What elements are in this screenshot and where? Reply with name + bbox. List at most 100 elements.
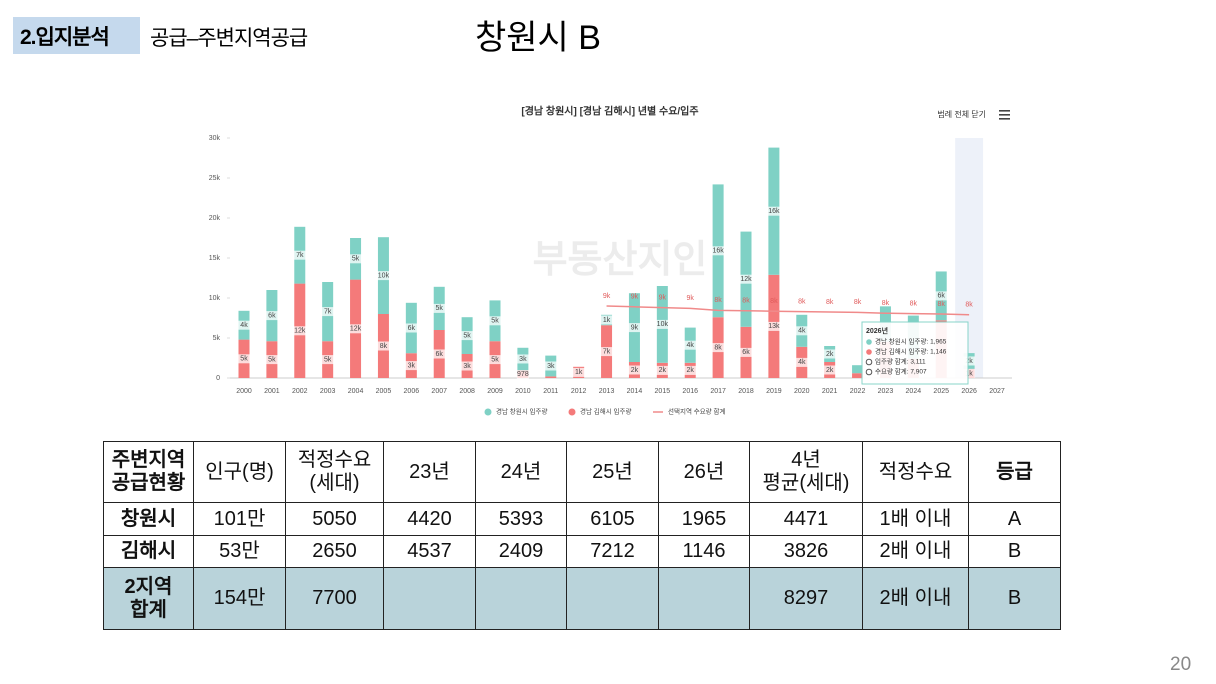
value-label: 6k [268,312,276,319]
value-label: 3k [519,356,527,363]
x-tick-label: 2009 [487,388,503,395]
value-label-bg [712,246,725,256]
watermark: 부동산지인 [533,239,708,281]
table-cell: 3826 [749,535,863,568]
value-label: 2k [826,351,834,358]
line-label: 9k [659,294,667,301]
table-cell: 김해시 [103,535,194,568]
menu-icon [999,114,1010,116]
x-tick-label: 2011 [543,388,558,395]
value-label: 5k [268,356,276,363]
value-label-bg [795,326,808,336]
value-label: 1k [575,369,583,376]
x-tick-label: 2024 [906,388,922,395]
value-label: 1k [965,370,973,377]
value-label-bg [489,316,501,326]
table-cell: 7700 [285,567,384,630]
x-tick-label: 2018 [738,388,754,395]
tooltip-line: 경남 창원시 입주량: 1,965 [875,337,947,346]
table-cell: 주변지역 공급현황 [103,441,194,503]
y-tick-label: 30k [209,135,221,142]
value-label-bg [238,354,250,364]
table-cell: 2409 [475,535,567,568]
value-label: 16k [768,208,780,215]
x-tick-label: 2025 [933,388,949,395]
value-label: 9k [631,324,639,331]
x-tick-label: 2015 [655,388,671,395]
value-label-bg [963,356,976,366]
value-label-bg [628,323,641,333]
value-label-bg [321,307,334,317]
value-label-bg [265,311,278,321]
value-label: 5k [240,356,248,363]
tooltip-dot [865,358,873,366]
line-label: 9k [687,295,695,302]
table-cell: 적정수요 [862,441,969,503]
y-tick-label: 10k [209,295,221,302]
value-label-bg [823,365,836,375]
table-cell [475,567,567,630]
value-label-bg [489,355,501,365]
value-label: 6k [742,349,750,356]
page-number: 20 [1170,654,1192,675]
x-tick-label: 2012 [571,388,587,395]
value-label: 7k [603,348,611,355]
value-label: 5k [463,332,471,339]
table-cell: 25년 [566,441,659,503]
table-cell: A [968,502,1061,536]
table-cell: 적정수요 (세대) [285,441,384,503]
value-label-bg [684,365,697,375]
x-tick-label: 2005 [376,388,392,395]
value-label: 8k [380,343,388,350]
table-cell: 1965 [658,502,750,536]
value-label-bg [767,206,780,216]
table-cell: 2배 이내 [862,535,969,568]
value-label-bg [935,291,948,301]
line-label: 9k [603,293,611,300]
tooltip-dot [866,339,872,345]
table-cell: B [968,535,1061,568]
x-tick-label: 2008 [459,388,475,395]
table-cell: 1146 [658,535,750,568]
x-tick-label: 2003 [320,388,336,395]
line-label: 8k [854,299,862,306]
menu-icon [999,110,1010,112]
section-badge [13,17,140,54]
value-label-bg [572,367,585,377]
value-label-bg [349,254,362,264]
value-label-bg [377,271,390,281]
value-label: 2k [826,367,834,374]
value-label-bg [293,250,306,260]
value-label: 6k [408,325,416,332]
value-label: 8k [714,344,722,351]
value-label-bg [433,303,446,313]
tooltip-dot [865,368,873,376]
value-label-bg [377,341,390,351]
value-label: 3k [408,362,416,369]
value-label-bg [544,361,557,371]
section-label: 2.입지분석 [20,26,110,49]
table-cell: 8297 [749,567,863,630]
line-label: 8k [714,297,722,304]
table-cell [658,567,750,630]
value-label-bg [461,361,474,371]
legend-toggle[interactable]: 범례 전체 닫기 [937,109,986,119]
value-label-bg [238,320,250,330]
y-tick-label: 15k [209,255,221,262]
table-cell: 4년 평균(세대) [749,441,863,503]
value-label: 12k [740,276,752,283]
tooltip-dot [866,349,872,355]
value-label: 12k [294,328,306,335]
bar-segment [852,365,864,374]
x-tick-label: 2001 [264,388,280,395]
line-label: 8k [882,300,890,307]
x-tick-label: 2007 [431,388,447,395]
table-cell: 4420 [383,502,476,536]
value-label: 6k [938,293,946,300]
value-label-bg [405,323,418,333]
table-cell: 26년 [658,441,750,503]
x-tick-label: 2026 [961,388,977,395]
x-tick-label: 2014 [627,388,643,395]
table-cell: 2지역 합계 [103,567,194,630]
